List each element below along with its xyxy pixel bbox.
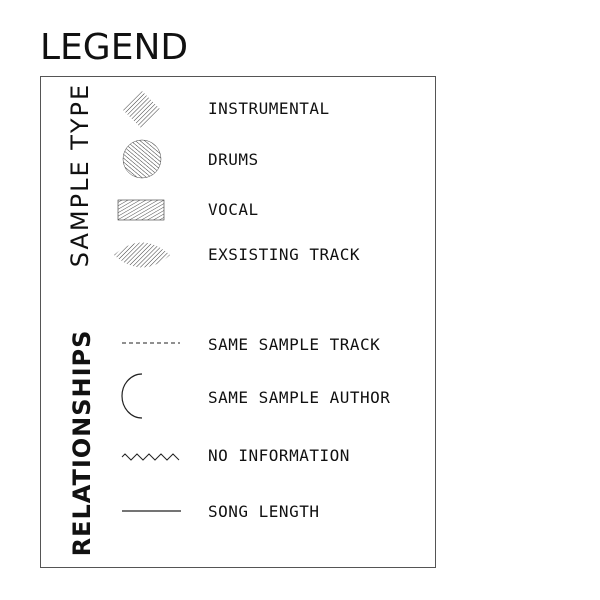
legend-item-same-sample-author: SAME SAMPLE AUTHOR — [208, 388, 391, 407]
legend-item-song-length: SONG LENGTH — [208, 502, 320, 521]
wavy-line-icon — [121, 453, 180, 461]
arc-icon — [121, 373, 143, 419]
hatched-rectangle-icon — [117, 199, 165, 221]
hatched-circle-icon — [122, 139, 162, 179]
hatched-lens-icon — [114, 242, 170, 268]
legend-box — [40, 76, 436, 568]
legend-item-no-information: NO INFORMATION — [208, 446, 350, 465]
legend-item-same-sample-track: SAME SAMPLE TRACK — [208, 335, 381, 354]
legend-item-instrumental: INSTRUMENTAL — [208, 99, 330, 118]
legend-item-vocal: VOCAL — [208, 200, 259, 219]
hatched-diamond-icon — [122, 90, 160, 128]
legend-item-existing-track: EXSISTING TRACK — [208, 245, 360, 264]
legend-title: LEGEND — [40, 27, 189, 68]
legend-item-drums: DRUMS — [208, 150, 259, 169]
